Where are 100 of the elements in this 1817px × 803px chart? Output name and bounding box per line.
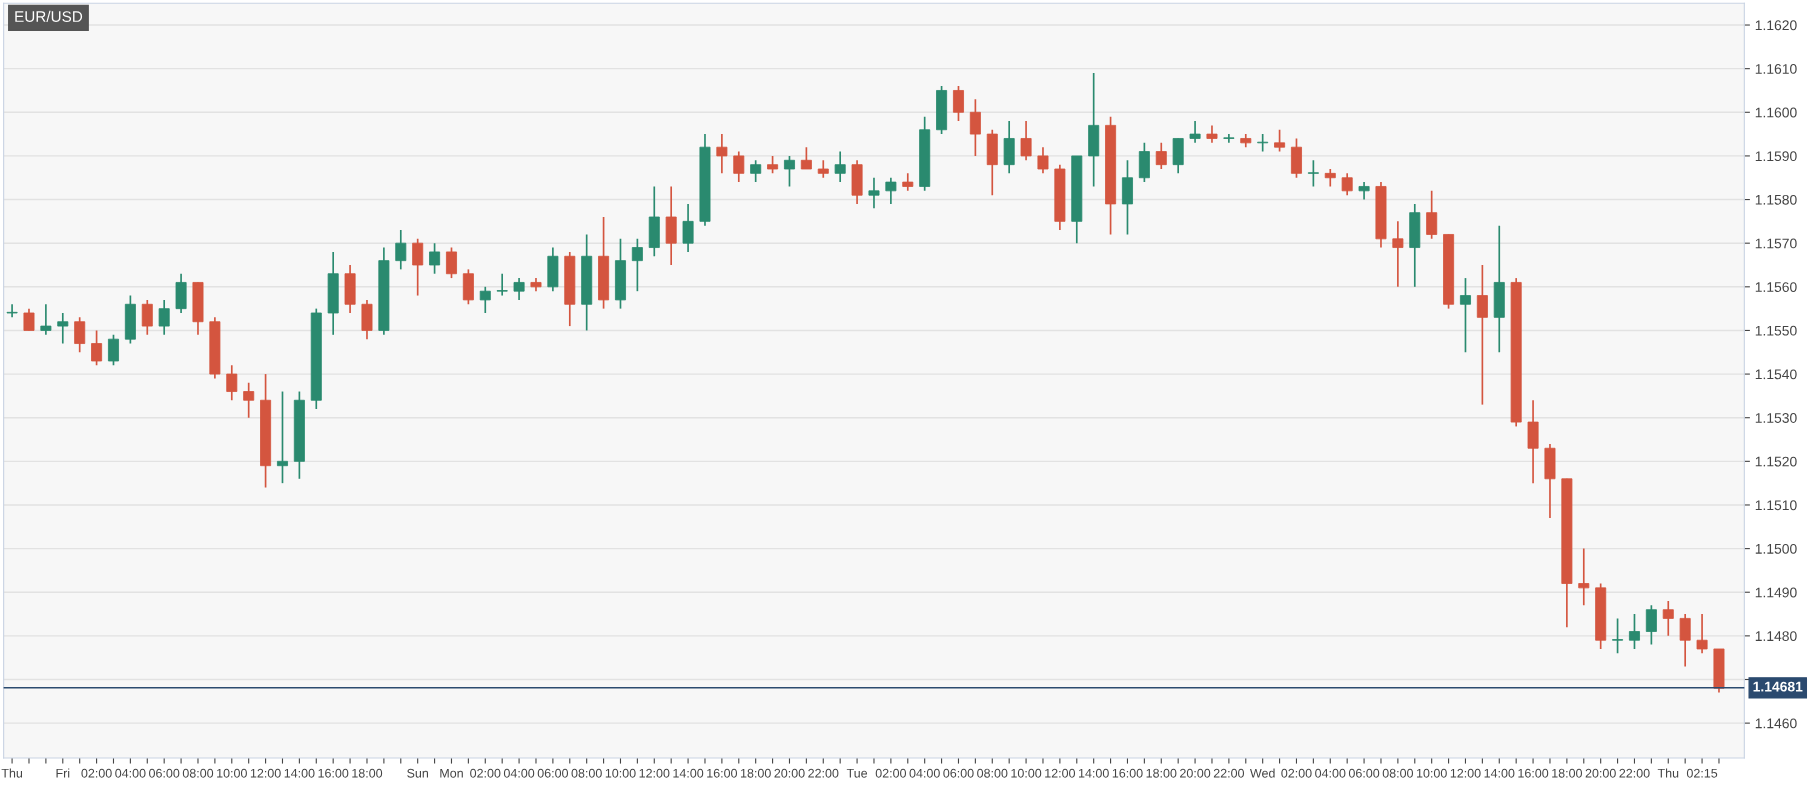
candlestick (1578, 547, 1590, 607)
y-tick-label: 1.1550 (1755, 325, 1797, 336)
x-tick-label: 14:00 (673, 768, 704, 778)
candlestick (1155, 141, 1167, 170)
candlestick (23, 307, 35, 332)
candlestick (885, 176, 897, 205)
x-tick-label: 16:00 (1518, 768, 1549, 778)
x-tick-label: Sun (407, 768, 428, 778)
x-tick-label: Tue (846, 768, 868, 778)
candlestick (800, 146, 812, 170)
x-tick-label: 18:00 (740, 768, 771, 778)
x-tick-label: 10:00 (1416, 768, 1447, 778)
candlestick (1426, 189, 1438, 240)
y-tick-label: 1.1460 (1755, 718, 1797, 729)
candlestick (834, 150, 846, 183)
candlestick (631, 237, 643, 293)
x-tick-label: 02:15 (1686, 768, 1718, 778)
y-tick-label: 1.1590 (1755, 151, 1797, 162)
candlestick (1645, 604, 1657, 646)
y-tick-label: 1.1560 (1755, 282, 1797, 292)
candlestick (6, 303, 18, 319)
x-tick-label: 02:00 (875, 768, 907, 778)
candlestick (445, 246, 457, 279)
candlestick (733, 150, 745, 183)
candlestick (1189, 120, 1201, 144)
x-tick-label: 20:00 (774, 768, 805, 778)
candlestick (243, 381, 255, 419)
x-tick-label: Wed (1249, 768, 1275, 778)
candlestick (969, 98, 981, 157)
candlestick (395, 229, 407, 271)
candlestick (1037, 146, 1049, 175)
candlestick (107, 333, 119, 367)
x-tick-label: 10:00 (605, 768, 636, 778)
y-tick-label: 1.1510 (1755, 500, 1797, 511)
candlestick (716, 133, 728, 175)
candlestick (158, 299, 170, 336)
x-tick-label: 12:00 (250, 768, 281, 778)
x-tick-label: Mon (440, 768, 463, 778)
candlestick (226, 364, 238, 402)
candlestick (868, 176, 880, 210)
x-tick-label: 02:00 (1281, 768, 1312, 778)
y-tick-label: 1.1570 (1755, 238, 1797, 249)
candlestick (1662, 600, 1674, 637)
candlestick (1358, 181, 1370, 201)
x-tick-label: 18:00 (352, 768, 383, 778)
x-tick-label: 14:00 (284, 768, 315, 778)
candlestick (429, 242, 441, 275)
chart-title: EUR/USD (15, 10, 83, 22)
x-tick-label: 16:00 (318, 768, 349, 778)
candlestick (1612, 617, 1624, 655)
candlestick (1628, 613, 1640, 650)
y-tick-label: 1.1610 (1755, 63, 1797, 74)
candlestick (276, 390, 288, 484)
ref-line-label: 1.14681 (1753, 681, 1803, 692)
candlestick (682, 203, 694, 253)
x-tick-label: Fri (56, 768, 70, 778)
candlestick (74, 316, 86, 354)
x-tick-label: 02:00 (81, 768, 112, 778)
x-tick-label: 16:00 (1112, 768, 1143, 778)
candlestick (91, 329, 103, 367)
y-tick-label: 1.1620 (1755, 20, 1797, 31)
x-tick-label: 04:00 (909, 768, 940, 778)
x-tick-label: 22:00 (1213, 768, 1245, 778)
candlestick (40, 303, 52, 336)
x-tick-label: 04:00 (503, 768, 535, 778)
candlestick (1223, 133, 1235, 144)
x-tick-label: 06:00 (537, 768, 569, 778)
x-tick-label: 22:00 (808, 768, 839, 778)
candlestick (783, 155, 795, 188)
x-tick-label: 06:00 (943, 768, 974, 778)
x-tick-label: 06:00 (149, 768, 180, 778)
candlestick (1679, 613, 1691, 668)
y-tick-label: 1.1500 (1755, 543, 1797, 554)
candlestick (513, 277, 525, 301)
x-tick-label: 02:00 (470, 768, 501, 778)
x-tick-label: 10:00 (1011, 768, 1042, 778)
x-tick-label: Thu (1657, 768, 1679, 778)
y-tick-label: 1.1600 (1755, 107, 1797, 118)
candlestick (1341, 172, 1353, 197)
candlestick (952, 85, 964, 122)
candlestick (1307, 159, 1319, 188)
x-tick-label: 04:00 (1315, 768, 1346, 778)
x-tick-label: Thu (1, 768, 23, 778)
y-tick-label: 1.1520 (1755, 456, 1797, 467)
y-tick-label: 1.1580 (1755, 194, 1797, 205)
x-tick-label: 08:00 (1382, 768, 1414, 778)
candlestick (141, 299, 153, 336)
candlestick (1476, 264, 1488, 406)
x-tick-label: 22:00 (1619, 768, 1650, 778)
x-tick-label: 04:00 (115, 768, 146, 778)
x-tick-label: 10:00 (217, 768, 247, 778)
x-tick-label: 12:00 (639, 768, 670, 778)
candlestick (412, 237, 424, 297)
y-tick-label: 1.1490 (1755, 587, 1797, 598)
x-tick-label: 08:00 (571, 768, 602, 778)
candlestick (1696, 613, 1708, 655)
candlestick (1020, 120, 1032, 162)
x-tick-label: 08:00 (182, 768, 214, 778)
x-tick-label: 20:00 (1180, 768, 1211, 778)
y-tick-label: 1.1540 (1755, 369, 1797, 380)
